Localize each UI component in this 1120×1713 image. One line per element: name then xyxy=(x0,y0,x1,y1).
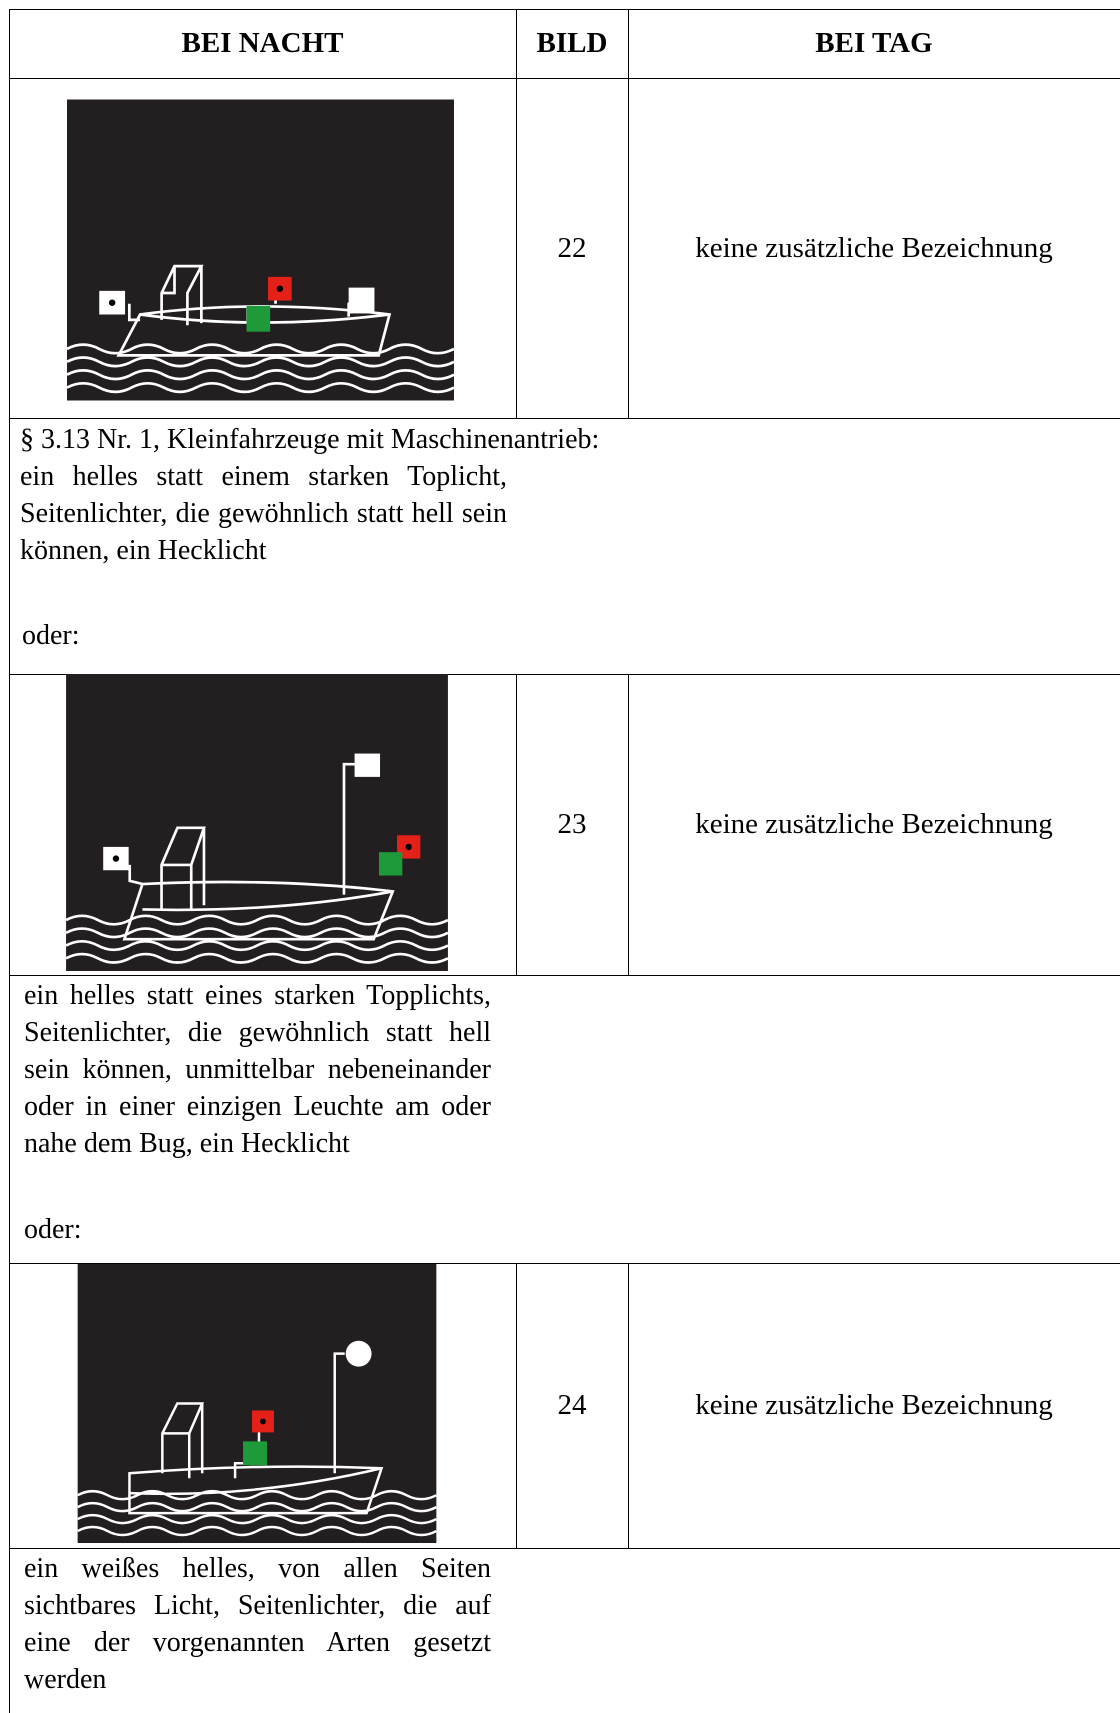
rule xyxy=(9,9,1120,10)
note-oder: oder: xyxy=(22,620,80,651)
rule xyxy=(628,1263,629,1548)
header-cell: BEI TAG xyxy=(815,27,933,59)
rule xyxy=(628,9,629,418)
day-marking: keine zusätzliche Bezeichnung xyxy=(695,231,1053,264)
note-heading: § 3.13 Nr. 1, Kleinfahrzeuge mit Maschin… xyxy=(20,424,600,455)
day-marking: keine zusätzliche Bezeichnung xyxy=(695,1389,1053,1421)
rule xyxy=(516,1263,517,1548)
day-marking: keine zusätzliche Bezeichnung xyxy=(695,808,1053,840)
night-image xyxy=(77,1264,437,1543)
rule xyxy=(9,418,1120,419)
rule xyxy=(9,1548,1120,1549)
night-image xyxy=(67,99,454,401)
bild-number: 23 xyxy=(557,808,587,840)
header-cell: BEI NACHT xyxy=(181,27,344,59)
rule xyxy=(516,674,517,975)
night-image xyxy=(65,674,449,971)
bild-number: 24 xyxy=(557,1389,587,1421)
rule xyxy=(516,9,517,418)
rule xyxy=(9,1263,1120,1264)
rule xyxy=(9,975,1120,976)
note-text: ein helles statt einem starken Toplicht,… xyxy=(20,461,507,566)
bild-number: 22 xyxy=(557,231,587,264)
header-cell: BILD xyxy=(536,27,608,59)
note-oder: oder: xyxy=(24,1214,82,1245)
note-text: ein weißes helles, von allen Seiten sich… xyxy=(24,1553,491,1695)
rule xyxy=(9,674,1120,675)
rule xyxy=(628,674,629,975)
rule xyxy=(9,9,10,1713)
rule xyxy=(9,78,1120,79)
note-text: ein helles statt eines starken Topplicht… xyxy=(24,980,491,1159)
